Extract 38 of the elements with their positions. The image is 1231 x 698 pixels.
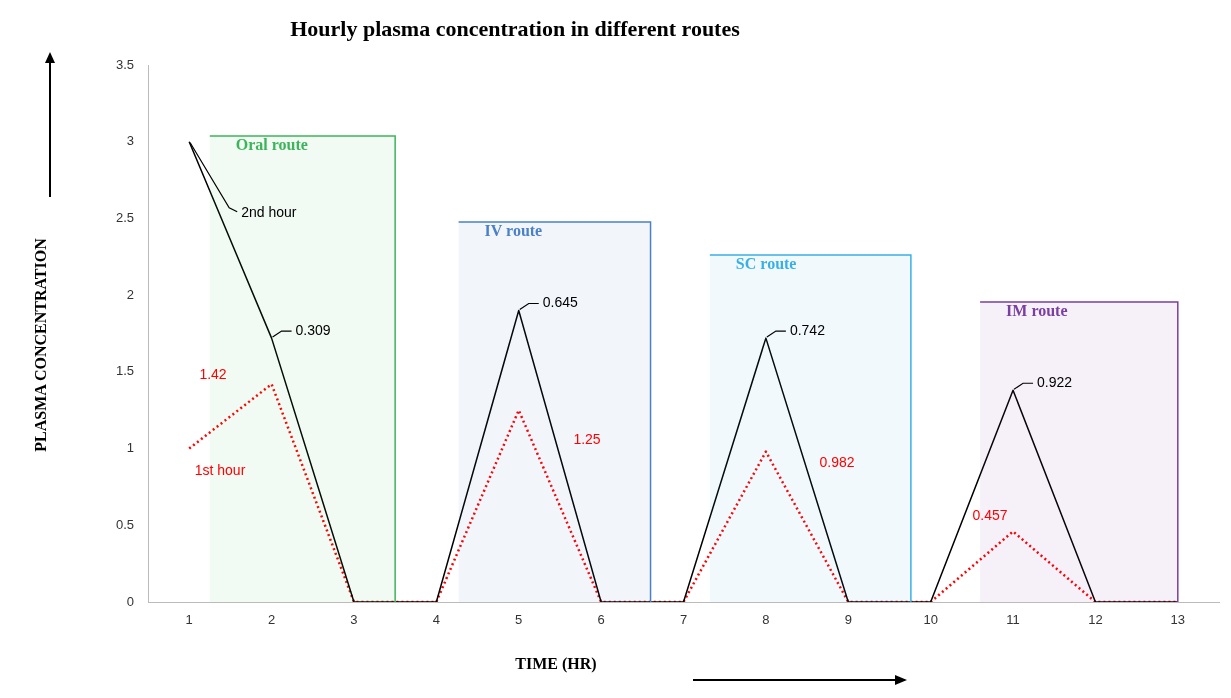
x-tick-label: 1 (185, 612, 193, 628)
chart-title: Hourly plasma concentration in different routes (290, 15, 741, 41)
annotation: 2nd hour (241, 203, 297, 220)
band-label: SC route (735, 255, 797, 273)
x-tick-label: 5 (515, 612, 523, 628)
y-tick-label: 1 (126, 440, 134, 456)
x-tick-label: 2 (267, 612, 276, 628)
band-label: IM route (1006, 302, 1068, 320)
annotation: 0.982 (819, 453, 855, 470)
annotation: 0.309 (295, 321, 331, 338)
x-tick-label: 3 (350, 612, 358, 628)
band-label: IV route (484, 222, 543, 240)
x-tick-label: 4 (432, 612, 440, 628)
annotation: 1st hour (194, 461, 246, 478)
x-tick-label: 8 (762, 612, 770, 628)
annotation: 0.645 (542, 294, 578, 311)
annotation: 0.742 (789, 321, 826, 338)
band-label: Oral route (235, 136, 308, 154)
x-tick-label: 7 (679, 612, 688, 628)
x-tick-label: 13 (1170, 612, 1186, 628)
x-tick-label: 12 (1088, 612, 1103, 628)
y-tick-label: 2 (126, 286, 134, 302)
annotation: 0.457 (972, 506, 1008, 523)
y-tick-label: 1.5 (115, 363, 134, 379)
x-axis-title: TIME (HR) (515, 655, 597, 674)
annotation: 0.922 (1037, 374, 1073, 391)
annotation: 1.25 (573, 430, 601, 447)
x-tick-label: 11 (1006, 612, 1020, 628)
y-tick-label: 3.5 (115, 56, 134, 72)
y-tick-label: 2.5 (115, 210, 134, 226)
y-tick-label: 0 (126, 593, 134, 609)
y-tick-label: 0.5 (115, 516, 134, 532)
annotation: 1.42 (199, 365, 227, 382)
x-tick-label: 9 (844, 612, 852, 628)
x-tick-label: 10 (923, 612, 938, 628)
x-tick-label: 6 (597, 612, 605, 628)
y-axis-title: PLASMA CONCENTRATION (32, 237, 50, 452)
y-tick-label: 3 (126, 133, 134, 149)
